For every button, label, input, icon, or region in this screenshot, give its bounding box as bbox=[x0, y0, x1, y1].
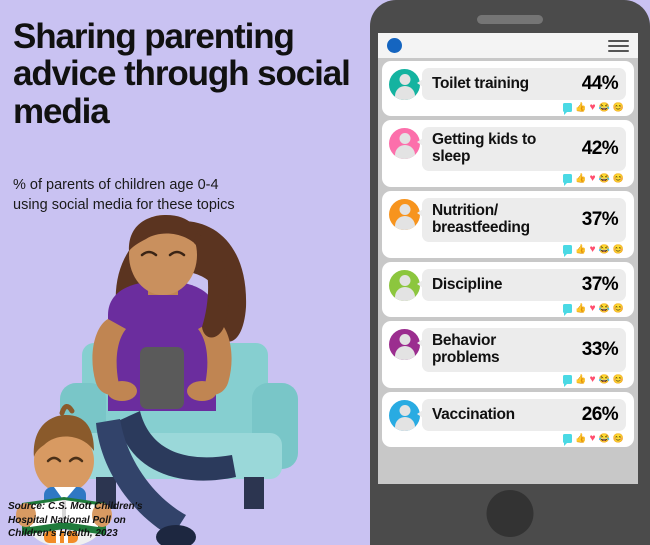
phone-home-button-icon[interactable] bbox=[486, 490, 534, 537]
hamburger-menu-icon[interactable] bbox=[608, 39, 629, 52]
avatar bbox=[389, 400, 420, 431]
reaction-row[interactable]: 👍 ♥ 😂 😊 bbox=[389, 173, 626, 186]
chart-subtitle: % of parents of children age 0-4 using s… bbox=[13, 177, 235, 213]
smiling-face-icon[interactable]: 😊 bbox=[612, 173, 624, 183]
avatar bbox=[389, 329, 420, 360]
list-item[interactable]: Vaccination 26% 👍 ♥ 😂 😊 bbox=[382, 392, 634, 447]
topic-percentage: 37% bbox=[581, 209, 619, 230]
parent-and-child-illustration bbox=[16, 215, 298, 545]
reaction-row[interactable]: 👍 ♥ 😂 😊 bbox=[389, 244, 626, 257]
thumbs-up-icon[interactable]: 👍 bbox=[575, 173, 587, 183]
reaction-row[interactable]: 👍 ♥ 😂 😊 bbox=[389, 433, 626, 446]
topic-label: Nutrition/ breastfeeding bbox=[432, 202, 530, 236]
topic-percentage: 33% bbox=[581, 339, 619, 360]
list-item[interactable]: Discipline 37% 👍 ♥ 😂 😊 bbox=[382, 262, 634, 317]
phone-mockup: Toilet training 44% 👍 ♥ 😂 😊 bbox=[370, 0, 650, 545]
list-item[interactable]: Behavior problems 33% 👍 ♥ 😂 😊 bbox=[382, 321, 634, 388]
list-item[interactable]: Toilet training 44% 👍 ♥ 😂 😊 bbox=[382, 61, 634, 116]
smiling-face-icon[interactable]: 😊 bbox=[612, 244, 624, 254]
topic-percentage: 37% bbox=[581, 274, 619, 295]
heart-icon[interactable]: ♥ bbox=[589, 244, 596, 255]
thumbs-up-icon[interactable]: 👍 bbox=[575, 244, 587, 254]
heart-icon[interactable]: ♥ bbox=[589, 102, 596, 113]
comment-bubble-icon[interactable] bbox=[563, 174, 573, 186]
laughing-face-icon[interactable]: 😂 bbox=[598, 244, 610, 254]
app-header-bar bbox=[378, 33, 638, 58]
topic-label: Vaccination bbox=[432, 405, 515, 423]
smiling-face-icon[interactable]: 😊 bbox=[612, 433, 624, 443]
comment-bubble-icon[interactable] bbox=[563, 304, 573, 316]
comment-bubble-icon[interactable] bbox=[563, 434, 573, 446]
topic-label: Toilet training bbox=[432, 74, 529, 92]
heart-icon[interactable]: ♥ bbox=[589, 433, 596, 444]
source-citation: Source: C.S. Mott Children's Hospital Na… bbox=[8, 501, 143, 539]
topic-bubble: Getting kids to sleep 42% bbox=[417, 127, 626, 171]
topic-bubble: Discipline 37% bbox=[417, 269, 626, 301]
reaction-row[interactable]: 👍 ♥ 😂 😊 bbox=[389, 374, 626, 387]
laughing-face-icon[interactable]: 😂 bbox=[598, 102, 610, 112]
thumbs-up-icon[interactable]: 👍 bbox=[575, 374, 587, 384]
avatar bbox=[389, 199, 420, 230]
comment-bubble-icon[interactable] bbox=[563, 103, 573, 115]
laughing-face-icon[interactable]: 😂 bbox=[598, 433, 610, 443]
laughing-face-icon[interactable]: 😂 bbox=[598, 303, 610, 313]
topics-feed: Toilet training 44% 👍 ♥ 😂 😊 bbox=[378, 58, 638, 447]
topic-label: Discipline bbox=[432, 275, 503, 293]
avatar bbox=[389, 128, 420, 159]
thumbs-up-icon[interactable]: 👍 bbox=[575, 303, 587, 313]
left-info-panel: Sharing parenting advice through social … bbox=[8, 17, 351, 545]
topic-label: Behavior problems bbox=[432, 332, 500, 366]
topic-percentage: 26% bbox=[581, 404, 619, 425]
topic-bubble: Vaccination 26% bbox=[417, 399, 626, 431]
list-item[interactable]: Getting kids to sleep 42% 👍 ♥ 😂 😊 bbox=[382, 120, 634, 187]
heart-icon[interactable]: ♥ bbox=[589, 173, 596, 184]
profile-dot-icon[interactable] bbox=[387, 38, 402, 53]
comment-bubble-icon[interactable] bbox=[563, 375, 573, 387]
reaction-row[interactable]: 👍 ♥ 😂 😊 bbox=[389, 102, 626, 115]
avatar bbox=[389, 69, 420, 100]
laughing-face-icon[interactable]: 😂 bbox=[598, 173, 610, 183]
smiling-face-icon[interactable]: 😊 bbox=[612, 374, 624, 384]
smiling-face-icon[interactable]: 😊 bbox=[612, 102, 624, 112]
phone-speaker-icon bbox=[477, 15, 543, 24]
thumbs-up-icon[interactable]: 👍 bbox=[575, 102, 587, 112]
heart-icon[interactable]: ♥ bbox=[589, 374, 596, 385]
smiling-face-icon[interactable]: 😊 bbox=[612, 303, 624, 313]
reaction-row[interactable]: 👍 ♥ 😂 😊 bbox=[389, 303, 626, 316]
thumbs-up-icon[interactable]: 👍 bbox=[575, 433, 587, 443]
laughing-face-icon[interactable]: 😂 bbox=[598, 374, 610, 384]
page-title: Sharing parenting advice through social … bbox=[13, 17, 351, 131]
heart-icon[interactable]: ♥ bbox=[589, 303, 596, 314]
topic-bubble: Behavior problems 33% bbox=[417, 328, 626, 372]
topic-bubble: Nutrition/ breastfeeding 37% bbox=[417, 198, 626, 242]
topic-label: Getting kids to sleep bbox=[432, 131, 537, 165]
topic-percentage: 44% bbox=[581, 73, 619, 94]
topic-percentage: 42% bbox=[581, 138, 619, 159]
list-item[interactable]: Nutrition/ breastfeeding 37% 👍 ♥ 😂 😊 bbox=[382, 191, 634, 258]
comment-bubble-icon[interactable] bbox=[563, 245, 573, 257]
avatar bbox=[389, 270, 420, 301]
phone-screen: Toilet training 44% 👍 ♥ 😂 😊 bbox=[378, 33, 638, 484]
topic-bubble: Toilet training 44% bbox=[417, 68, 626, 100]
